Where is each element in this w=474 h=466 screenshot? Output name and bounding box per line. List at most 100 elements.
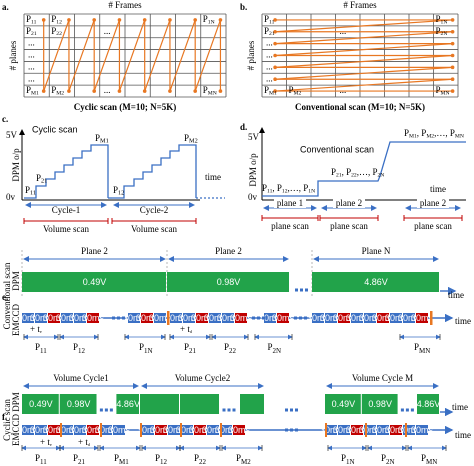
volt-value: 0.49V <box>83 277 107 287</box>
t-label: + td​ <box>180 324 193 334</box>
frame-label: 30ms <box>215 425 238 435</box>
frame-label: 30ms <box>307 313 330 323</box>
plane-label-bg <box>417 199 449 208</box>
dot <box>273 77 277 82</box>
trace <box>144 19 171 92</box>
label-sub: 21 <box>31 31 37 37</box>
cell-label: P2N​ <box>436 26 448 38</box>
frame-name: P11​ <box>35 453 47 466</box>
dot <box>218 89 223 93</box>
frame-box <box>48 425 60 435</box>
label-base: P <box>36 173 41 183</box>
cycle-header: Volume Cycle1 <box>53 373 109 383</box>
ellipsis <box>294 316 297 320</box>
frame-name: P11​ <box>35 342 47 355</box>
axis-label: time <box>455 316 471 326</box>
frame-box <box>220 425 232 435</box>
frame-label: 30ms <box>69 313 92 323</box>
label-base: P <box>26 85 31 95</box>
label-sub: 11 <box>267 189 273 195</box>
level-label: P11​, P12​,…, P1N​ <box>262 183 315 195</box>
frame-label: 30ms <box>228 425 251 435</box>
ellipsis <box>262 316 265 320</box>
trace <box>262 141 466 197</box>
t-label: + td​ <box>78 437 91 447</box>
ellipsis <box>295 288 298 292</box>
panel-title: Conventional scan <box>300 144 374 154</box>
frame-box <box>22 425 34 435</box>
level-label: PM1​, PM2​,…, PMN​ <box>404 128 464 140</box>
row-label: DPM <box>11 271 21 291</box>
label-base: P <box>26 26 31 36</box>
frame-label: 30ms <box>191 313 214 323</box>
dot <box>450 65 455 70</box>
frame-label: 30ms <box>176 425 199 435</box>
label-sub: 11 <box>31 20 37 26</box>
label-base: P <box>35 342 40 352</box>
frame-label: 30ms <box>17 313 40 323</box>
frame-label: 30ms <box>189 425 212 435</box>
frame-box <box>351 313 363 323</box>
label-sub: 12 <box>56 20 62 26</box>
cell-dots: ... <box>340 26 347 36</box>
frame-name: P2N​ <box>268 342 282 355</box>
label-sub: 12 <box>118 190 124 197</box>
dpm-level <box>116 394 139 414</box>
label-sub: 12 <box>282 189 288 195</box>
cell-label: PMN​ <box>203 85 217 97</box>
frame-label: 30ms <box>411 313 434 323</box>
scan-label: plane scan <box>271 221 309 231</box>
label-base: P <box>421 453 426 463</box>
frame-box <box>87 425 99 435</box>
ellipsis <box>410 408 414 412</box>
frame-label: 30ms <box>30 313 53 323</box>
frame-box <box>183 313 195 323</box>
label-base: P <box>436 14 441 24</box>
label-sub: M1 <box>409 134 417 140</box>
frame-label: 30ms <box>82 425 105 435</box>
label-sub: 2N <box>273 347 282 355</box>
label-base: P <box>139 342 144 352</box>
frame-label: 30ms <box>230 313 253 323</box>
frame-box <box>61 425 73 435</box>
ellipsis <box>285 428 288 432</box>
trace <box>194 19 222 92</box>
panel-letter: d. <box>240 122 247 132</box>
label-sub: M2 <box>56 91 64 97</box>
frame-box <box>222 313 234 323</box>
frame-box <box>128 313 140 323</box>
ellipsis <box>104 408 108 412</box>
ellipsis <box>305 288 308 292</box>
dot <box>142 89 147 93</box>
label-sub: 21 <box>78 458 86 466</box>
label-base: + t <box>40 437 50 447</box>
frame-box <box>74 425 86 435</box>
label-sub: 1N <box>308 189 315 195</box>
cell-label: PM2​ <box>51 85 64 97</box>
row-label: EMCCD <box>11 304 21 337</box>
label-base: P <box>113 185 118 195</box>
label-base: , P <box>417 128 427 138</box>
plane-label: plane 2 <box>336 198 362 208</box>
plane-label: plane 1 <box>277 198 303 208</box>
ellipsis <box>290 408 293 412</box>
dot <box>450 53 455 58</box>
frame-label: 30ms <box>411 425 434 435</box>
label-base: P <box>184 133 189 143</box>
label-base: P <box>436 85 441 95</box>
axis-label: DPM o/p <box>248 153 258 187</box>
frame-label: 30ms <box>95 425 118 435</box>
label-sub: 22 <box>199 458 207 466</box>
frame-label: 30ms <box>272 313 295 323</box>
row-label: DPM <box>11 392 21 412</box>
frame-box <box>416 425 428 435</box>
trace <box>275 54 453 68</box>
axis-label: DPM o/p <box>11 148 21 182</box>
frame-label: 30ms <box>346 313 369 323</box>
frame-label: 30ms <box>30 425 53 435</box>
dot <box>450 77 455 82</box>
level-label: P21​, P22​,…, P2N​ <box>331 167 384 179</box>
label-base: P <box>436 26 441 36</box>
ellipsis <box>257 316 260 320</box>
frame-box <box>416 313 428 323</box>
